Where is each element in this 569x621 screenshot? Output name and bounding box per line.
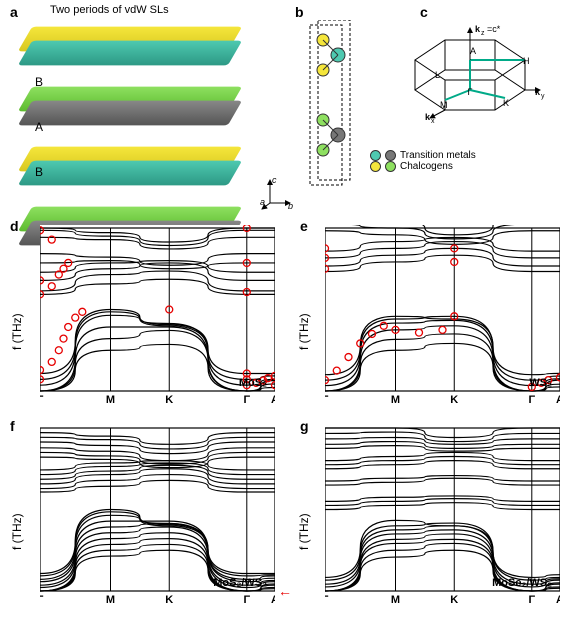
legend: Transition metals Chalcogens xyxy=(370,150,476,172)
svg-text:Γ: Γ xyxy=(243,594,250,605)
svg-text:M: M xyxy=(106,394,115,405)
svg-text:M: M xyxy=(391,594,400,605)
svg-text:A: A xyxy=(556,394,560,405)
svg-text:Γ: Γ xyxy=(40,594,44,605)
panel-label-b: b xyxy=(295,4,304,20)
panel-label-e: e xyxy=(300,218,308,234)
svg-text:b: b xyxy=(288,201,293,211)
svg-text:M: M xyxy=(106,594,115,605)
chart-g: ΓMKΓA024681012MoSe₂/WS₂ xyxy=(325,425,560,605)
axes-abc: c b a xyxy=(260,175,296,214)
chart-e: ΓMKΓA024681012WS₂ xyxy=(325,225,560,405)
svg-text:H: H xyxy=(523,56,530,66)
svg-text:A: A xyxy=(271,594,275,605)
svg-text:Γ: Γ xyxy=(528,394,535,405)
svg-text:y: y xyxy=(541,93,545,100)
chart-d: ΓMKΓA02468101214MoS₂ xyxy=(40,225,275,405)
superlattice-stack: A B A B xyxy=(25,20,255,258)
svg-text:=c*: =c* xyxy=(487,24,501,34)
svg-text:Γ: Γ xyxy=(325,594,329,605)
ylabel-g: f (THz) xyxy=(297,513,311,550)
svg-text:x: x xyxy=(431,118,435,125)
unit-cell xyxy=(300,20,360,190)
legend-tm: Transition metals xyxy=(400,150,476,161)
panel-a-title: Two periods of vdW SLs xyxy=(50,4,169,16)
svg-text:MoS₂/WS₂: MoS₂/WS₂ xyxy=(213,577,267,589)
svg-text:c: c xyxy=(272,175,277,185)
panel-label-f: f xyxy=(10,418,15,434)
panel-label-a: a xyxy=(10,4,18,20)
svg-text:M: M xyxy=(440,100,448,110)
ylabel-f: f (THz) xyxy=(10,513,24,550)
svg-text:A: A xyxy=(556,594,560,605)
chart-f: ΓMKΓA02468101214MoS₂/WS₂ xyxy=(40,425,275,605)
stack-label-3: B xyxy=(35,165,43,179)
svg-text:K: K xyxy=(450,594,458,605)
svg-text:K: K xyxy=(165,394,173,405)
brillouin-zone: Γ MK ALH kz=c* ky kx xyxy=(375,20,560,140)
panel-label-c: c xyxy=(420,4,428,20)
stack-label-2: A xyxy=(35,120,43,134)
svg-text:WS₂: WS₂ xyxy=(529,377,552,389)
svg-text:K: K xyxy=(450,394,458,405)
legend-ch: Chalcogens xyxy=(400,161,453,172)
svg-text:A: A xyxy=(470,46,476,56)
arrow-indicator: ← xyxy=(278,583,292,599)
svg-text:Γ: Γ xyxy=(325,394,329,405)
panel-label-d: d xyxy=(10,218,19,234)
svg-text:K: K xyxy=(503,98,509,108)
svg-text:A: A xyxy=(271,394,275,405)
panel-label-g: g xyxy=(300,418,309,434)
svg-text:MoSe₂/WS₂: MoSe₂/WS₂ xyxy=(492,577,552,589)
svg-text:Γ: Γ xyxy=(468,87,473,97)
ylabel-d: f (THz) xyxy=(10,313,24,350)
svg-text:z: z xyxy=(481,30,485,37)
svg-text:K: K xyxy=(165,594,173,605)
svg-text:L: L xyxy=(435,70,440,80)
svg-text:Γ: Γ xyxy=(243,394,250,405)
ylabel-e: f (THz) xyxy=(297,313,311,350)
svg-text:MoS₂: MoS₂ xyxy=(239,377,267,389)
svg-text:M: M xyxy=(391,394,400,405)
svg-text:Γ: Γ xyxy=(528,594,535,605)
svg-text:Γ: Γ xyxy=(40,394,44,405)
svg-text:a: a xyxy=(260,197,265,207)
